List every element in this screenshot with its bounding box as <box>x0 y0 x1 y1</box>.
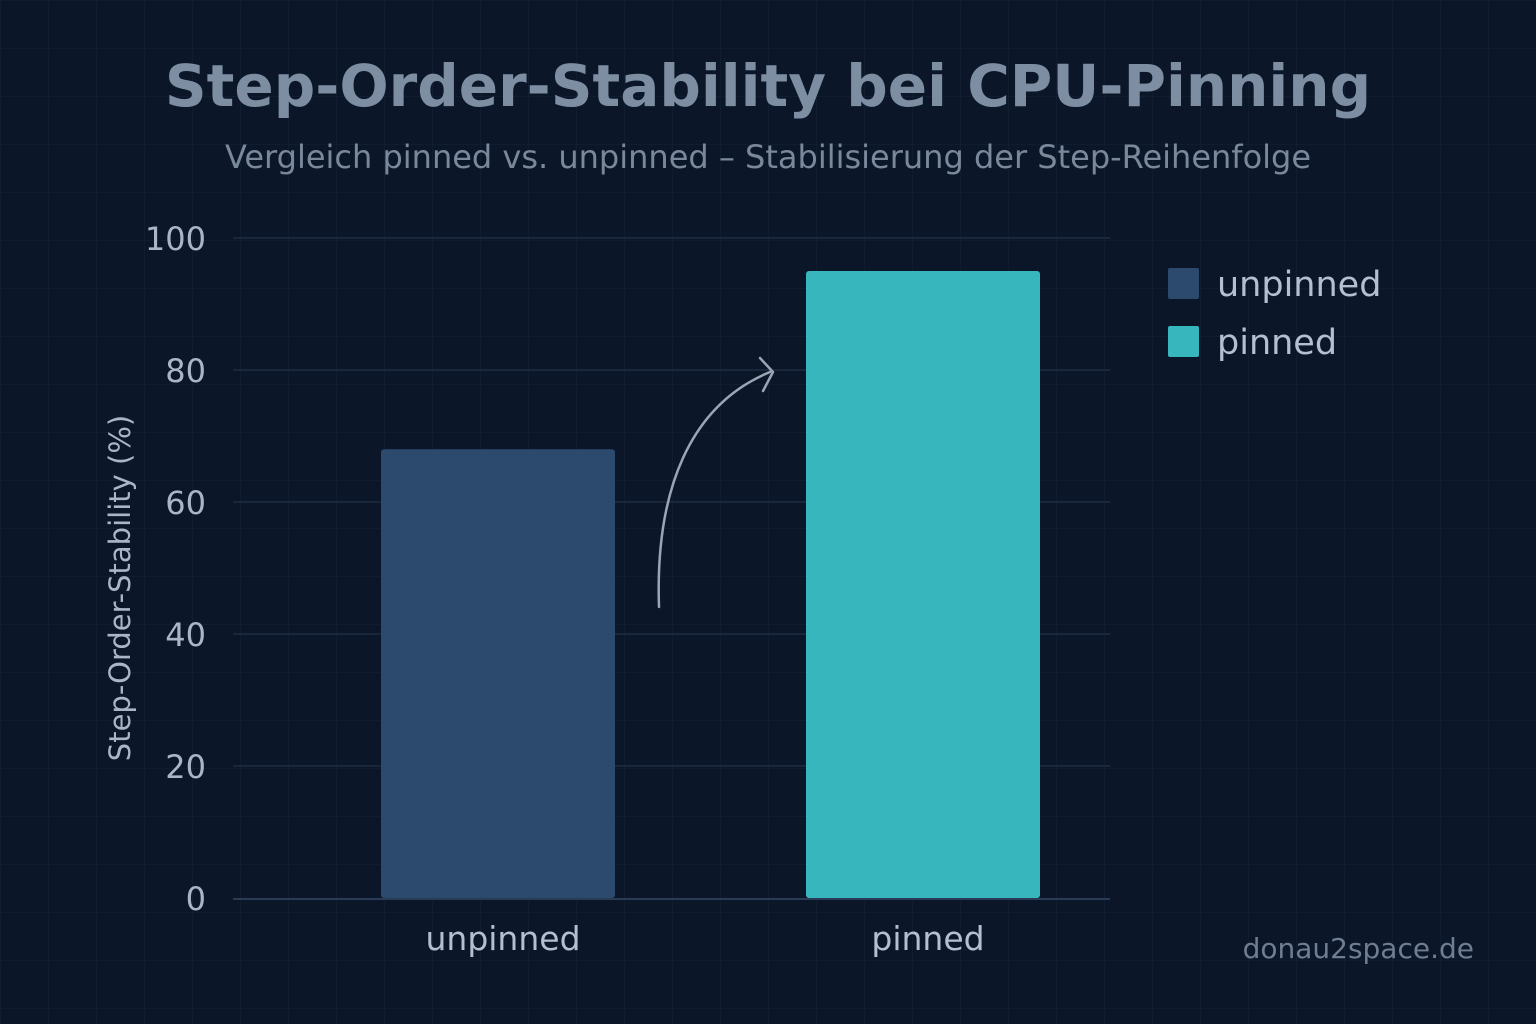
bars <box>381 271 1040 898</box>
legend: unpinned pinned <box>1168 265 1381 363</box>
y-tick-label: 100 <box>145 220 206 258</box>
x-tick-label-pinned: pinned <box>871 919 984 958</box>
x-tick-labels: unpinned pinned <box>425 919 984 958</box>
arrow-head <box>758 356 775 393</box>
y-tick-labels: 0 20 40 60 80 100 <box>145 220 206 918</box>
watermark: donau2space.de <box>1242 932 1474 965</box>
legend-swatch-pinned <box>1168 326 1199 357</box>
legend-swatch-unpinned <box>1168 268 1199 299</box>
y-tick-label: 80 <box>165 352 206 390</box>
x-tick-label-unpinned: unpinned <box>425 919 580 958</box>
y-tick-label: 0 <box>186 880 206 918</box>
legend-label-unpinned: unpinned <box>1217 265 1381 305</box>
chart-subtitle: Vergleich pinned vs. unpinned – Stabilis… <box>224 138 1312 176</box>
chart-title: Step-Order-Stability bei CPU-Pinning <box>164 52 1372 120</box>
arrow-curve <box>657 370 772 609</box>
bar-unpinned <box>381 449 615 898</box>
y-tick-label: 40 <box>165 616 206 654</box>
y-axis-label: Step-Order-Stability (%) <box>103 415 137 761</box>
annotation-arrow <box>657 356 775 609</box>
bar-pinned <box>806 271 1040 898</box>
y-tick-label: 60 <box>165 484 206 522</box>
legend-label-pinned: pinned <box>1217 323 1337 363</box>
y-tick-label: 20 <box>165 748 206 786</box>
